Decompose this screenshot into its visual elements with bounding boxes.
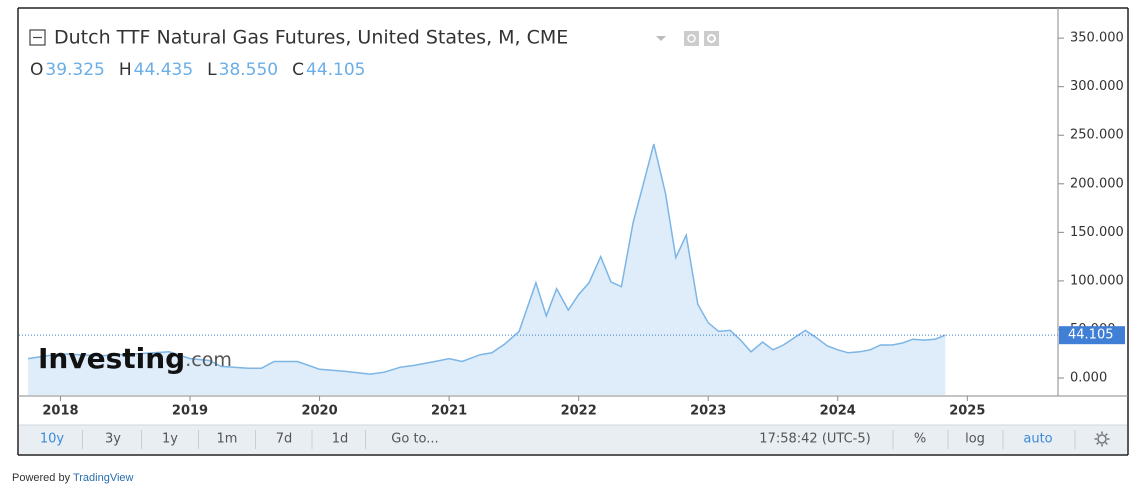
y-tick-label: 100.000 — [1070, 273, 1124, 288]
settings-gear-tooth — [1096, 433, 1099, 436]
x-tick-label: 2024 — [820, 404, 856, 419]
x-tick-label: 2022 — [561, 404, 597, 419]
ohlc-value: 44.435 — [134, 60, 193, 80]
x-tick-label: 2018 — [42, 404, 78, 419]
settings-icon-ring — [707, 34, 716, 43]
area-fill — [28, 144, 946, 395]
x-tick-label: 2019 — [172, 404, 208, 419]
y-tick-label: 150.000 — [1070, 225, 1124, 240]
footer: Powered by TradingView — [12, 472, 134, 484]
ohlc-key: H — [119, 60, 132, 80]
chart-title: Dutch TTF Natural Gas Futures, United St… — [54, 27, 568, 49]
x-tick-label: 2021 — [431, 404, 467, 419]
ohlc-value: 38.550 — [219, 60, 278, 80]
option-button[interactable]: % — [914, 432, 926, 447]
ohlc-key: O — [30, 60, 43, 80]
clock: 17:58:42 (UTC-5) — [759, 432, 870, 447]
ohlc-key: C — [292, 60, 304, 80]
toolbar — [19, 425, 1127, 454]
ohlc-value: 39.325 — [45, 60, 104, 80]
range-button[interactable]: 3y — [105, 432, 121, 447]
last-value-label: 44.105 — [1068, 328, 1114, 343]
footer-brand[interactable]: TradingView — [73, 472, 134, 484]
last-value-tag — [1059, 326, 1125, 345]
toolbar-items: 10y 3y 1y 1m 7d 1d Go to... 17:58:42 (UTC-5)% lo… — [40, 430, 1110, 449]
settings-gear-tooth — [1105, 442, 1108, 445]
option-button[interactable]: log — [965, 432, 985, 447]
range-button[interactable]: 1d — [332, 432, 349, 447]
y-tick-label: 250.000 — [1070, 128, 1124, 143]
watermark-suffix: .com — [185, 349, 232, 371]
settings-gear-tooth — [1096, 442, 1099, 445]
y-tick-label: 300.000 — [1070, 79, 1124, 94]
y-tick-label: 350.000 — [1070, 31, 1124, 46]
price-line — [27, 143, 946, 375]
range-button[interactable]: 1y — [162, 432, 178, 447]
watermark: Investing.com — [38, 342, 232, 375]
eye-icon[interactable] — [684, 31, 699, 46]
x-tick-label: 2023 — [690, 404, 726, 419]
settings-icon[interactable] — [704, 31, 719, 46]
option-button[interactable]: auto — [1023, 432, 1052, 447]
settings-gear — [1097, 434, 1107, 444]
watermark-name: Investing — [38, 342, 185, 375]
ohlc-key: L — [207, 60, 217, 80]
settings-button[interactable] — [1094, 431, 1110, 447]
settings-gear-tooth — [1105, 433, 1108, 436]
eye-icon-pupil — [687, 34, 696, 43]
ohlc-row: O 39.325 H 44.435 L 38.550 C 44.105 — [30, 60, 365, 80]
footer-prefix: Powered by — [12, 472, 73, 484]
plot — [19, 143, 1058, 395]
range-button[interactable]: Go to... — [391, 432, 438, 447]
ohlc-value: 44.105 — [306, 60, 365, 80]
collapse-icon[interactable] — [29, 29, 46, 46]
x-tick-label: 2025 — [949, 404, 985, 419]
range-button[interactable]: 7d — [276, 432, 293, 447]
y-tick-label: 200.000 — [1070, 176, 1124, 191]
y-tick-label: 0.000 — [1070, 371, 1107, 386]
range-button[interactable]: 1m — [217, 432, 238, 447]
range-button[interactable]: 10y — [40, 432, 65, 447]
x-tick-label: 2020 — [301, 404, 337, 419]
dropdown-icon[interactable] — [656, 36, 666, 41]
